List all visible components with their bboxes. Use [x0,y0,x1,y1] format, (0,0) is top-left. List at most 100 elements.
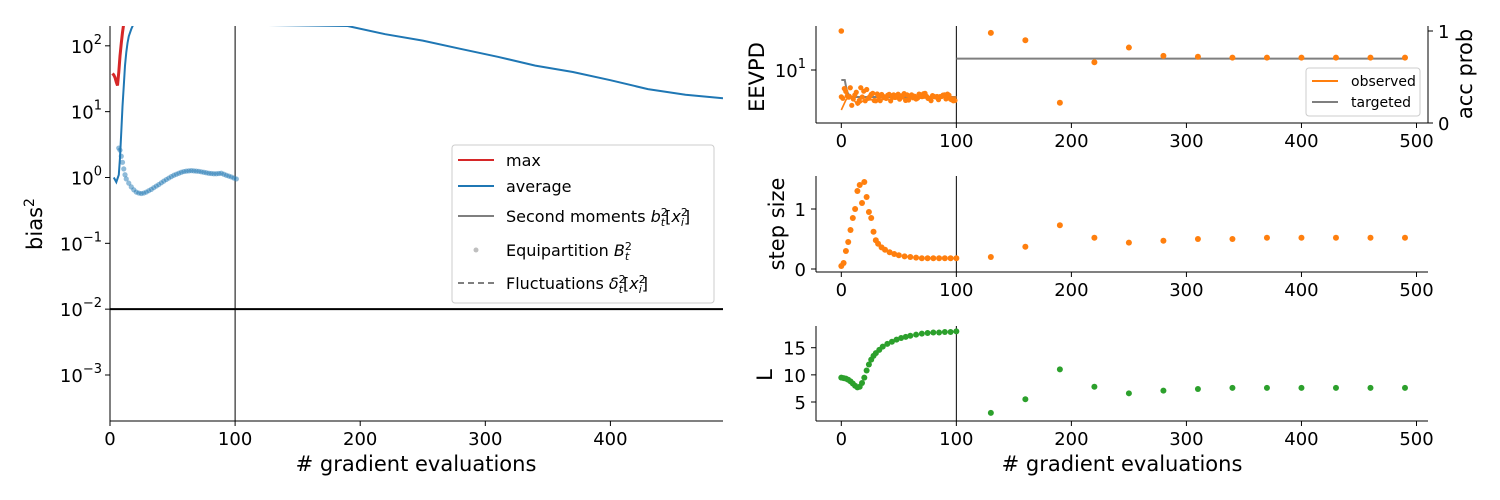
l-ylabel: L [753,369,777,381]
observed-dot [888,98,894,104]
step-size-dot [891,251,898,257]
step-size-dot [1160,237,1167,244]
bias-xtick-label-3: 300 [468,429,502,450]
eevpd-left-tick-exp: 1 [798,57,806,72]
eevpd-left-tick-base: 10 [775,61,798,82]
step-size-dot [845,239,852,245]
legend-fluctuations-label: Fluctuations δ2 t[x2 i] [506,273,648,296]
observed-dot [1091,59,1098,66]
l-dot [930,329,937,336]
step-size-chart: 0 100 200 300 400 500 0 1 step size [765,176,1434,301]
eevpd-legend: observed targeted [1305,67,1421,117]
step-size-dot [941,255,948,262]
observed-dot [1160,52,1167,59]
observed-dot [853,89,859,95]
legend-fluctuations-math-x: x [628,274,639,293]
step-size-xtick-label-2: 200 [1054,280,1088,301]
observed-dot [850,96,856,102]
eevpd-xtick-label-0: 0 [836,131,847,152]
l-dot [936,329,943,336]
bias-average-dot [121,166,127,172]
legend-second-moments-label: Second moments b2 t[x2 i] [506,206,690,229]
step-size-dot [852,206,859,212]
l-dot [1332,384,1339,391]
legend-equipartition-math: B [609,241,625,260]
step-size-dot [886,249,893,256]
step-size-plot-area [838,176,1408,272]
observed-dot [1056,99,1063,106]
l-dot [1367,384,1374,391]
bias-max-line [111,26,125,87]
legend-fluctuations-math-x-sup: 2 [639,273,646,286]
legend-fluctuations-text: Fluctuations [506,274,604,293]
observed-dot [846,94,852,100]
legend-fluctuations-math-sup: 2 [619,273,626,286]
l-xtick-label-2: 200 [1054,429,1088,450]
legend-second-moments-math-x-sub: i [681,216,684,229]
observed-dot [873,98,879,104]
legend-average-label: average [506,177,572,196]
l-xtick-label-3: 300 [1169,429,1203,450]
bias-average-dot [122,172,128,178]
l-xlabel: # gradient evaluations [1002,452,1243,476]
step-size-dot [1194,236,1201,242]
eevpd-right-tick-label-1: 1 [1438,22,1449,43]
bias-ytick-base-3: 10 [60,234,83,255]
legend-fluctuations-math-sub: t [619,283,624,296]
step-size-dot [842,248,849,254]
legend-second-moments-math: b [646,207,661,226]
bias-legend-frame [451,144,715,304]
l-dot [884,340,891,347]
observed-dot [1022,37,1029,44]
observed-dot [840,95,846,101]
bias-xtick-label-0: 0 [104,429,115,450]
eevpd-left-tick-label: 101 [775,57,806,82]
l-dot [1125,390,1132,397]
step-size-xtick-label-5: 500 [1399,280,1433,301]
observed-dot [864,86,870,93]
observed-dot [1401,54,1408,61]
legend-fluctuations-math-arg: [ [623,274,629,293]
step-size-dot [856,182,863,188]
legend-second-moments-math-x-sup: 2 [681,206,688,219]
observed-dot [1194,53,1201,60]
observed-dot [1332,54,1339,61]
observed-dot [859,94,865,100]
bias-ytick-exp-5: −3 [83,362,102,377]
bias-ytick-label-2: 100 [71,164,102,189]
step-size-ticks: 0 100 200 300 400 500 0 1 [795,200,1434,301]
step-size-ylabel: step size [765,178,789,271]
l-dot [863,367,870,374]
l-dot [888,338,895,345]
bias-average-dot [119,159,126,165]
l-xtick-label-4: 400 [1284,429,1318,450]
eevpd-ylabel: EEVPD [745,42,769,112]
legend-second-moments-math-arg: [ [665,207,671,226]
observed-dot [943,96,949,102]
step-size-dot [1229,236,1236,242]
legend-equipartition-math-sup: 2 [625,240,632,253]
step-size-xtick-label-0: 0 [836,280,847,301]
step-size-dot [1125,239,1132,246]
legend-fluctuations-math: δ [604,274,619,293]
step-size-dot [947,255,954,262]
observed-dot [849,102,855,108]
l-dot [893,336,900,343]
eevpd-xtick-label-2: 200 [1054,131,1088,152]
step-size-dot [1091,234,1098,241]
step-size-dot [901,253,908,260]
bias-legend: max average Second moments b2 t[x2 i] Equi… [451,144,715,304]
legend-equipartition-label: Equipartition B2 t [506,240,632,263]
bias-average-dot [126,180,132,186]
bias-ytick-base-5: 10 [60,366,83,387]
step-size-dot [882,246,889,253]
bias-average-line [112,26,723,185]
l-dot [924,330,931,337]
legend-equipartition-math-sub: t [625,250,630,263]
observed-dot [858,85,864,91]
bias-xlabel: # gradient evaluations [296,452,537,476]
l-dot [1056,366,1063,373]
legend-second-moments-math-close: ] [684,207,690,226]
l-dot [907,332,914,339]
